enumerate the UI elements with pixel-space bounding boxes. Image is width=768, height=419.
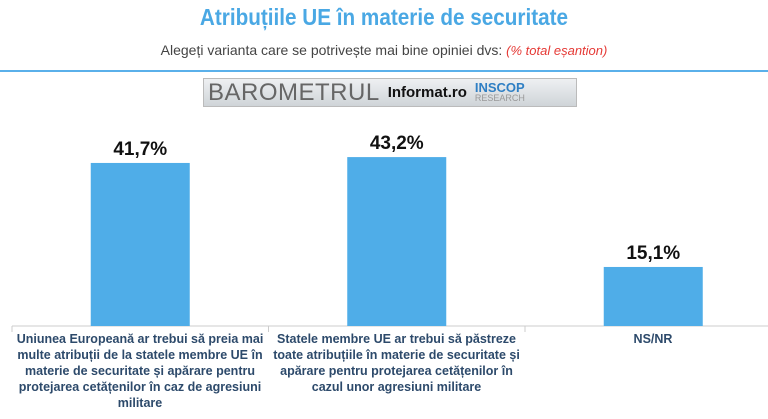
subtitle: Alegeți varianta care se potrivește mai …	[0, 42, 768, 58]
logo-inscop: INSCOP RESEARCH	[474, 79, 525, 103]
subtitle-note: (% total eșantion)	[506, 43, 608, 58]
logo-barometer: BAROMETRUL	[208, 78, 380, 106]
bar	[90, 162, 190, 326]
data-label: 43,2%	[370, 133, 424, 154]
category-label: Uniunea Europeană ar trebui să preia mai…	[16, 332, 264, 410]
data-label: 41,7%	[113, 139, 167, 160]
sponsor-logo: BAROMETRUL Informat.ro INSCOP RESEARCH	[203, 78, 577, 107]
subtitle-text: Alegeți varianta care se potrivește mai …	[160, 42, 503, 58]
page-title: Atribuțiile UE în materie de securitate	[199, 4, 569, 30]
category-label: Statele membre UE ar trebui să păstreze …	[273, 332, 520, 394]
logo-informat: Informat.ro	[387, 84, 467, 101]
bar	[347, 157, 447, 326]
header-divider	[0, 70, 768, 72]
bar	[603, 266, 703, 326]
data-label: 15,1%	[626, 243, 680, 264]
category-label: NS/NR	[633, 332, 673, 346]
